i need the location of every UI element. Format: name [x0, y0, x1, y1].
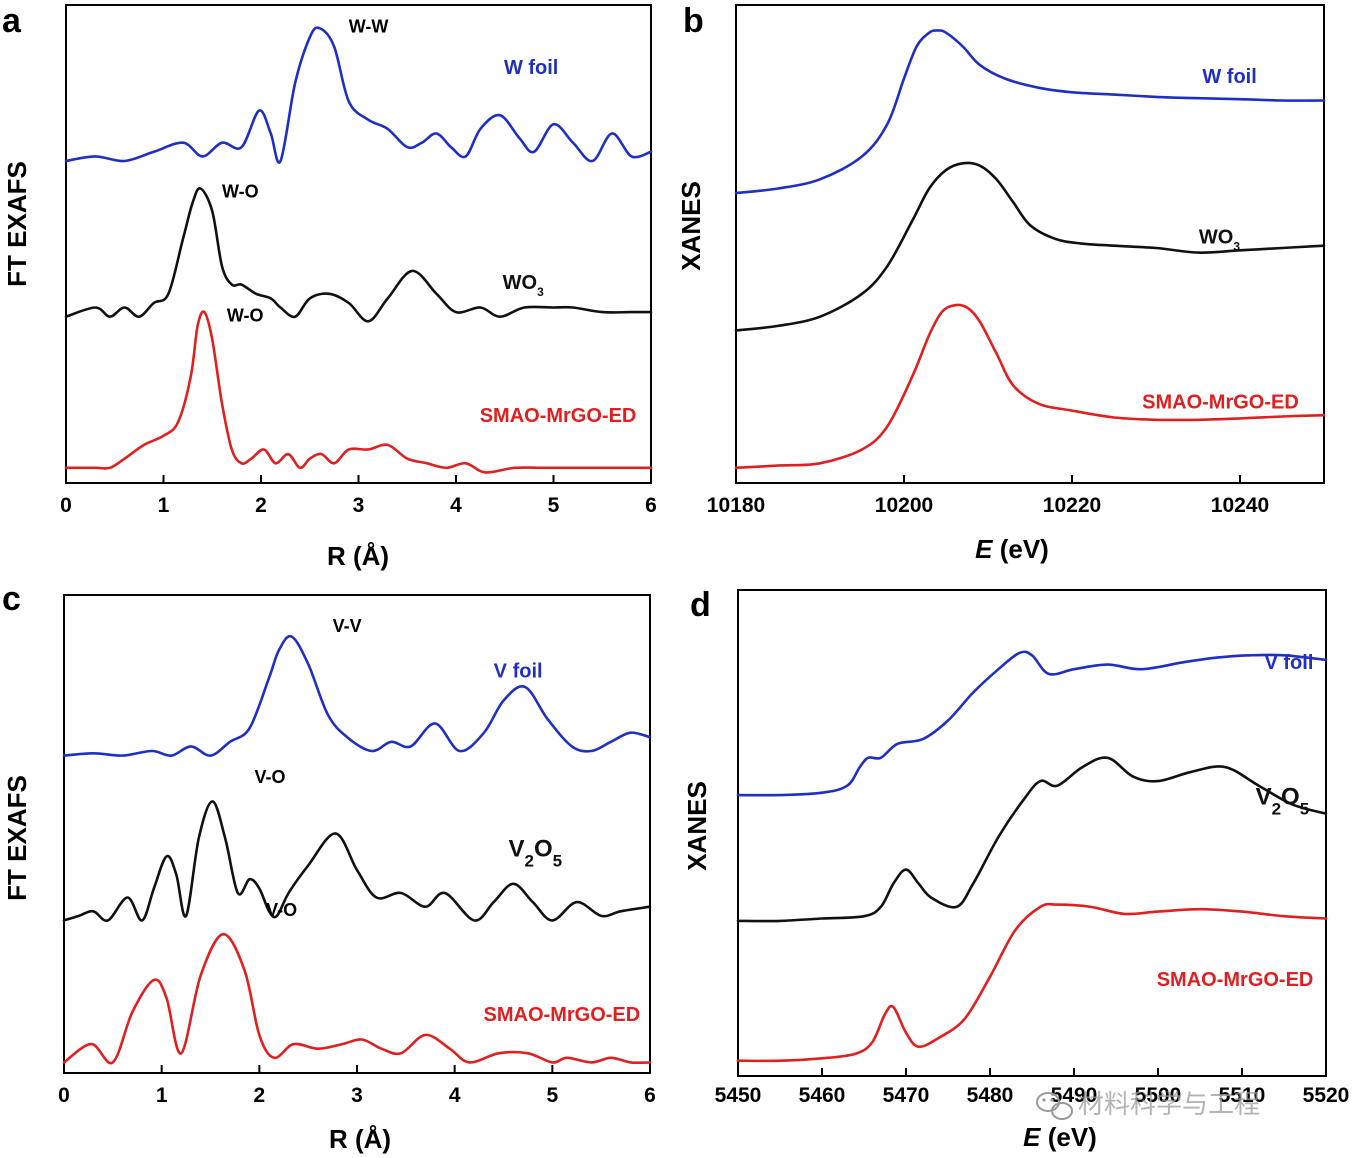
panel-b-series-w-foil	[734, 29, 1326, 195]
panel-b-x-axis-label: E (eV)	[975, 534, 1049, 564]
panel-d-curves	[736, 650, 1328, 1063]
panel-c-x-tick-label: 1	[156, 1084, 168, 1107]
panel-a-series-wo3	[64, 187, 653, 323]
panel-c-x-tick-label: 0	[58, 1084, 70, 1107]
panel-a-x-tick-label: 2	[255, 494, 267, 517]
panel-d-x-tick-label: 5510	[1219, 1084, 1266, 1107]
panel-d-plot-frame	[737, 589, 1327, 1077]
panel-c-peak-annotation: V-V	[333, 616, 362, 636]
panel-c-plot-frame	[63, 594, 651, 1074]
panel-c-exafs-v: c FT EXAFS R (Å) 0 1 2 3 4 5 6 V foil V2O5 SMAO-…	[2, 580, 656, 1154]
panel-a-x-tick-label: 0	[60, 494, 72, 517]
panel-c-label-v2o5: V2O5	[508, 835, 562, 870]
panel-c-series-v-foil	[62, 634, 652, 757]
panel-a-peak-annotation: W-W	[349, 17, 389, 37]
panel-d-label-v-foil: V foil	[1265, 652, 1314, 674]
panel-a-label-w-foil: W foil	[504, 57, 558, 79]
panel-c-series-labels: V foil V2O5 SMAO-MrGO-ED V-V V-O V-O	[254, 616, 640, 1026]
panel-d-x-tick-label: 5500	[1135, 1084, 1182, 1107]
panel-a-x-tick-label: 6	[645, 494, 657, 517]
panel-d-x-tick-label: 5470	[883, 1084, 930, 1107]
panel-d-xanes-v: d XANES E (eV) 5450 5460 5470 5480 5490 5500 5…	[682, 586, 1349, 1152]
panel-c-series-smao-mrgo-ed	[62, 932, 652, 1065]
panel-d-series-v-foil	[736, 650, 1328, 797]
panel-b-y-axis-label: XANES	[676, 181, 706, 271]
panel-b-series-wo3	[734, 161, 1326, 332]
panel-a-label: a	[2, 2, 22, 40]
panel-b-label-smao-mrgo-ed: SMAO-MrGO-ED	[1142, 391, 1299, 413]
panel-d-x-tick-label: 5480	[967, 1084, 1014, 1107]
panel-a-peak-annotation: W-O	[227, 305, 264, 325]
panel-d-x-axis-label: E (eV)	[1023, 1122, 1097, 1152]
panel-c-x-tick-label: 5	[546, 1084, 558, 1107]
panel-a-curves	[64, 26, 653, 474]
panel-a-x-tick-label: 1	[158, 494, 170, 517]
panel-d-x-tick-label: 5520	[1303, 1084, 1350, 1107]
panel-c-label-smao-mrgo-ed: SMAO-MrGO-ED	[484, 1004, 641, 1026]
panel-a-x-tick-label: 4	[450, 494, 462, 517]
panel-b-label-w-foil: W foil	[1202, 66, 1256, 88]
panel-b-series-labels: W foil WO3 SMAO-MrGO-ED	[1142, 66, 1299, 413]
panel-d-x-ticks: 5450 5460 5470 5480 5490 5500 5510 5520	[715, 1068, 1350, 1107]
panel-b-x-ticks: 10180 10200 10220 10240	[707, 475, 1269, 517]
panel-d-series-smao-mrgo-ed	[736, 902, 1328, 1063]
wechat-icon	[1036, 1092, 1073, 1120]
panel-d-x-tick-label: 5460	[799, 1084, 846, 1107]
panel-c-x-axis-label: R (Å)	[329, 1124, 391, 1154]
panel-c-label: c	[2, 580, 21, 618]
panel-c-x-tick-label: 2	[253, 1084, 265, 1107]
panel-c-peak-annotation: V-O	[254, 767, 285, 787]
panel-c-x-tick-label: 6	[644, 1084, 656, 1107]
panel-a-x-tick-label: 5	[548, 494, 560, 517]
panel-c-x-tick-label: 4	[449, 1084, 461, 1107]
panel-a-x-axis-label: R (Å)	[327, 541, 389, 571]
panel-c-label-v-foil: V foil	[494, 661, 543, 683]
panel-b-xanes-w: b XANES E (eV) 10180 10200 10220 10240 W fo…	[676, 2, 1326, 564]
panel-c-x-tick-label: 3	[351, 1084, 363, 1107]
panel-a-peak-annotation: W-O	[222, 182, 259, 202]
panel-b-series-smao-mrgo-ed	[734, 303, 1326, 470]
panel-a-series-w-foil	[64, 26, 653, 164]
panel-a-y-axis-label: FT EXAFS	[2, 161, 32, 287]
panel-c-y-axis-label: FT EXAFS	[2, 775, 32, 901]
watermark: 材料科学与工程	[1036, 1089, 1260, 1120]
panel-d-label: d	[690, 586, 711, 624]
panel-a-series-smao-mrgo-ed	[64, 310, 653, 474]
panel-b-x-tick-label: 10240	[1211, 494, 1269, 517]
panel-d-y-axis-label: XANES	[682, 781, 712, 871]
panel-b-plot-frame	[735, 4, 1325, 484]
panel-d-series-v2o5	[736, 756, 1328, 923]
watermark-text: 材料科学与工程	[1078, 1089, 1260, 1119]
panel-c-x-ticks: 0 1 2 3 4 5 6	[58, 1065, 656, 1107]
panel-a-series-labels: W foil WO3 SMAO-MrGO-ED W-W W-O W-O	[222, 17, 636, 427]
panel-b-x-tick-label: 10180	[707, 494, 765, 517]
panel-b-curves	[734, 29, 1326, 470]
panel-b-x-tick-label: 10220	[1043, 494, 1101, 517]
panel-c-series-v2o5	[62, 800, 652, 922]
panel-a-x-ticks: 0 1 2 3 4 5 6	[60, 475, 657, 517]
panel-a-label-smao-mrgo-ed: SMAO-MrGO-ED	[480, 405, 637, 427]
panel-b-x-tick-label: 10200	[875, 494, 933, 517]
panel-c-curves	[62, 634, 652, 1065]
panel-b-label: b	[683, 2, 704, 40]
panel-c-peak-annotation: V-O	[266, 900, 297, 920]
panel-d-series-labels: V foil V2O5 SMAO-MrGO-ED	[1157, 652, 1314, 991]
panel-d-label-smao-mrgo-ed: SMAO-MrGO-ED	[1157, 969, 1314, 991]
panel-d-label-v2o5: V2O5	[1256, 783, 1310, 818]
panel-a-label-wo3: WO3	[503, 272, 544, 299]
panel-a-x-tick-label: 3	[353, 494, 365, 517]
panel-b-label-wo3: WO3	[1199, 226, 1240, 253]
panel-a-exafs-w: a FT EXAFS R (Å) 0 1 2 3 4 5 6 W foil WO3 SMAO-M…	[2, 2, 657, 571]
panel-d-x-tick-label: 5490	[1051, 1084, 1098, 1107]
panel-d-x-tick-label: 5450	[715, 1084, 762, 1107]
